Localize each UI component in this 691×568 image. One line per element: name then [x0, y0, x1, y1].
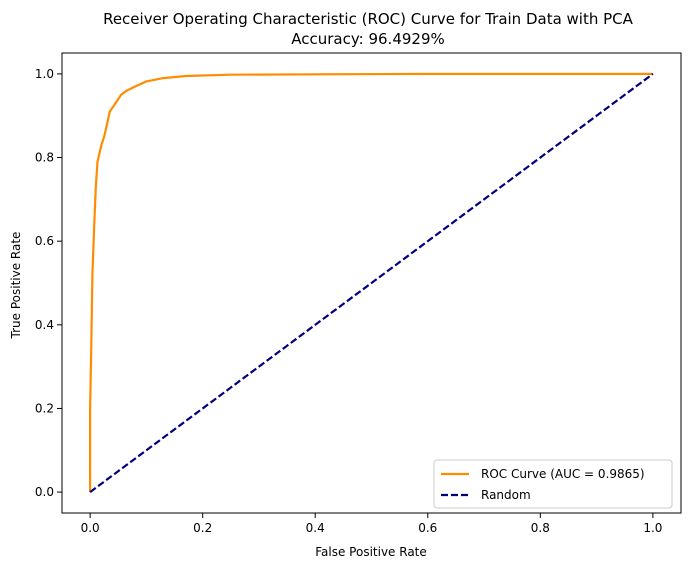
y-tick-label: 0.0 — [35, 485, 54, 499]
x-tick-label: 0.6 — [418, 521, 437, 535]
plot-area: 0.0 0.2 0.4 0.6 0.8 1.0 0.0 0.2 0.4 0.6 0.8 1.0 — [35, 52, 682, 535]
y-tick-label: 0.6 — [35, 234, 54, 248]
y-tick-label: 0.8 — [35, 151, 54, 165]
y-tick-label: 0.2 — [35, 401, 54, 415]
chart-title: Receiver Operating Characteristic (ROC) … — [103, 10, 634, 28]
legend: ROC Curve (AUC = 0.9865) Random — [433, 459, 673, 509]
x-tick-label: 0.8 — [531, 521, 550, 535]
chart-subtitle: Accuracy: 96.4929% — [291, 30, 445, 48]
x-tick-label: 1.0 — [643, 521, 662, 535]
legend-label-random: Random — [481, 488, 531, 502]
y-axis-label: True Positive Rate — [9, 232, 23, 340]
legend-label-roc: ROC Curve (AUC = 0.9865) — [481, 467, 645, 481]
y-tick-label: 1.0 — [35, 67, 54, 81]
x-tick-label: 0.4 — [306, 521, 325, 535]
x-tick-label: 0.0 — [81, 521, 100, 535]
series-line-random — [89, 73, 654, 493]
axes-frame — [61, 52, 682, 514]
x-axis-label: False Positive Rate — [315, 545, 427, 559]
x-tick-label: 0.2 — [193, 521, 212, 535]
series-line-roc — [89, 72, 653, 493]
legend-frame — [433, 459, 673, 509]
y-tick-label: 0.4 — [35, 318, 54, 332]
